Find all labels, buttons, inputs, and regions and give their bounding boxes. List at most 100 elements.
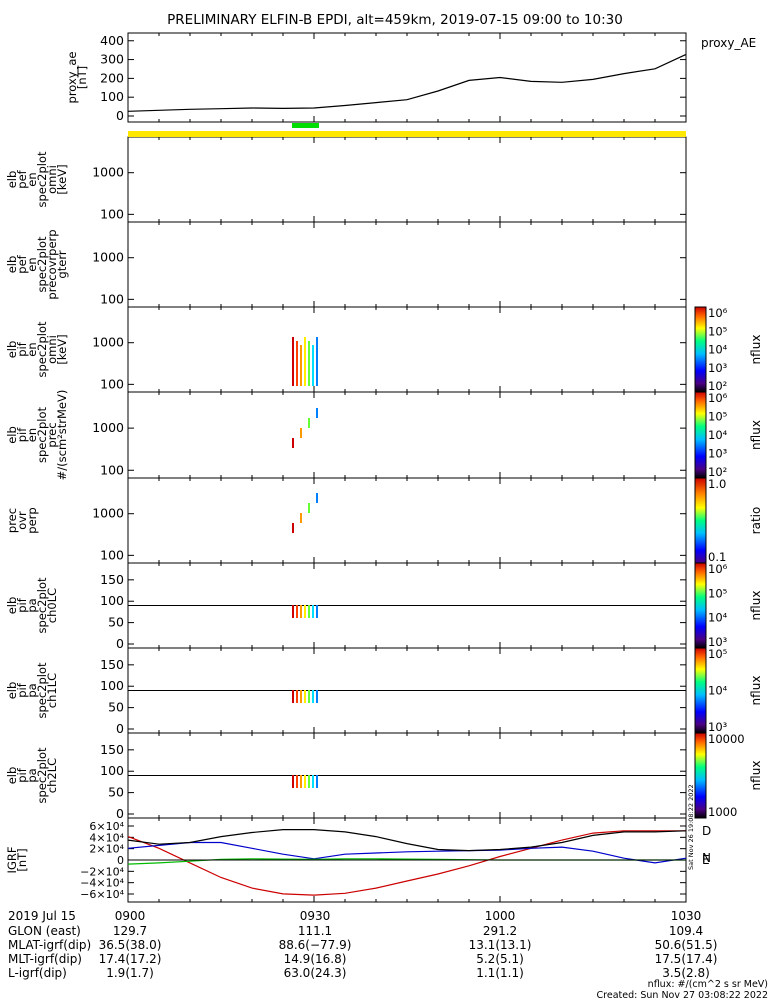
y-tick-label-7-3: 150: [100, 657, 124, 672]
colorbar-3: [694, 306, 707, 393]
ephem-value-1-0: 36.5(38.0): [99, 938, 162, 952]
ephem-value-1-3: 50.6(51.5): [655, 938, 718, 952]
colorbar-tick-6-2: 10⁵: [708, 586, 728, 600]
series-label-N: N: [702, 851, 711, 865]
colorbar-tick-4-2: 10⁴: [708, 428, 728, 442]
ephem-value-3-2: 1.1(1.1): [476, 966, 524, 980]
footer-units: nflux: #/(cm^2 s sr MeV): [648, 979, 768, 990]
y-tick-label-0-4: 400: [100, 33, 124, 48]
y-tick-label-3-1: 1000: [92, 335, 124, 350]
ephem-tick-0: 0900: [115, 909, 146, 923]
colorbar-tick-7-1: 10⁴: [708, 684, 728, 698]
colorbar-tick-3-3: 10⁵: [708, 324, 728, 338]
spectrogram-pixel-6-4: [308, 605, 310, 618]
spectrogram-pixel-8-2: [300, 775, 302, 788]
ylabel-1-1: pef: [15, 169, 29, 188]
ae-legend: proxy_AE: [701, 36, 756, 50]
ephem-value-3-0: 1.9(1.7): [106, 966, 154, 980]
ylabel-6-2: pa: [25, 598, 39, 612]
colorbar-tick-4-1: 10³: [708, 447, 728, 461]
ylabel-0-0: proxy_ae: [65, 52, 79, 104]
spectrogram-pixel-3-4: [308, 341, 310, 386]
panel-frame-2: [127, 221, 687, 308]
ylabel-7-2: pa: [25, 683, 39, 697]
y-tick-label-7-2: 100: [100, 678, 124, 693]
colorbar-8: [694, 732, 707, 819]
data-coverage-bar: [128, 131, 686, 137]
ylabel-7-0: elb: [5, 682, 19, 700]
ylabel-4-4: prec: [45, 422, 59, 447]
ylabel-2-3: spec2plot: [35, 236, 49, 293]
ylabel-7-1: pif: [15, 682, 29, 697]
colorbar-label-8: nflux: [749, 761, 763, 791]
series-line-0-0: [127, 53, 687, 112]
series-line-9-3: [127, 828, 687, 852]
colorbar-side-text: Sat Nov 26 19:08:22 2022: [687, 784, 695, 870]
colorbar-label-4: nflux: [749, 420, 763, 450]
ylabel-3-4: omni: [45, 335, 59, 364]
ylabel-2-1: pef: [15, 254, 29, 273]
colorbar-tick-7-2: 10⁵: [708, 647, 728, 661]
y-tick-label-0-1: 100: [100, 89, 124, 104]
ylabel-1-3: spec2plot: [35, 151, 49, 208]
y-tick-label-9-6: 6×10⁴: [89, 820, 124, 833]
ylabel-8-0: elb: [5, 767, 19, 785]
colorbar-tick-6-0: 10³: [708, 635, 728, 649]
y-tick-label-6-3: 150: [100, 572, 124, 587]
ylabel-5-2: perp: [25, 507, 39, 533]
ephem-row-label-3: L-igrf(dip): [8, 966, 67, 980]
ephem-row-label-0: GLON (east): [8, 924, 81, 938]
series-label-E: E: [702, 853, 710, 867]
ylabel-6-4: ch0LC: [45, 588, 59, 623]
spectrogram-pixel-6-1: [296, 605, 298, 618]
colorbar-label-6: nflux: [749, 591, 763, 621]
ylabel-2-2: en: [25, 257, 39, 271]
panels-group: proxy_ae[nT]0100200300400elbpefenspec2pl…: [5, 32, 763, 903]
y-tick-label-4-1: 1000: [92, 420, 124, 435]
y-tick-label-7-1: 50: [108, 700, 124, 715]
y-tick-label-0-3: 300: [100, 52, 124, 67]
ephem-value-0-3: 109.4: [669, 924, 703, 938]
spectrogram-pixel-3-5: [312, 345, 314, 386]
ylabel-9-0: IGRF: [5, 847, 19, 874]
ephem-tick-2: 1000: [485, 909, 516, 923]
colorbar-label-3: nflux: [749, 335, 763, 365]
y-tick-label-3-0: 100: [100, 376, 124, 391]
spectrogram-pixel-7-6: [316, 690, 318, 703]
spectrogram-pixel-5-0: [292, 523, 294, 533]
spectrogram-pixel-7-4: [308, 690, 310, 703]
colorbar-tick-4-0: 10²: [708, 465, 727, 479]
y-tick-label-2-0: 100: [100, 291, 124, 306]
spectrogram-pixel-5-6: [316, 493, 318, 503]
ephem-row-label-1: MLAT-igrf(dip): [8, 938, 91, 952]
spectrogram-pixel-8-1: [296, 775, 298, 788]
ephem-value-0-0: 129.7: [113, 924, 147, 938]
ylabel-1-0: elb: [5, 171, 19, 189]
ylabel-8-2: pa: [25, 768, 39, 782]
spectrogram-pixel-3-2: [300, 345, 302, 386]
y-tick-label-1-1: 1000: [92, 165, 124, 180]
spectrogram-pixel-3-6: [316, 337, 318, 386]
ylabel-3-2: en: [25, 342, 39, 356]
y-tick-label-1-0: 100: [100, 206, 124, 221]
series-label-D: D: [702, 824, 711, 838]
y-tick-label-6-1: 50: [108, 615, 124, 630]
panel-frame-3: [127, 306, 687, 393]
colorbar-tick-8-0: 1000: [708, 805, 737, 819]
ephem-row-label-2: MLT-igrf(dip): [8, 952, 82, 966]
ylabel-6-1: pif: [15, 597, 29, 612]
y-tick-label-9-3: 0: [117, 854, 124, 867]
spectrogram-pixel-8-4: [308, 775, 310, 788]
spectrogram-pixel-4-6: [316, 408, 318, 418]
colorbar-6: [694, 562, 707, 649]
colorbar-tick-5-1: 1.0: [708, 477, 726, 491]
colorbar-tick-3-2: 10⁴: [708, 343, 728, 357]
colorbar-label-7: nflux: [749, 676, 763, 706]
ephem-time-label: 2019 Jul 15: [8, 909, 76, 923]
y-tick-label-6-2: 100: [100, 593, 124, 608]
colorbar-tick-6-3: 10⁶: [708, 562, 728, 576]
colorbar-tick-5-0: 0.1: [708, 550, 726, 564]
colorbar-tick-3-4: 10⁶: [708, 306, 728, 320]
spectrogram-pixel-4-4: [308, 418, 310, 428]
